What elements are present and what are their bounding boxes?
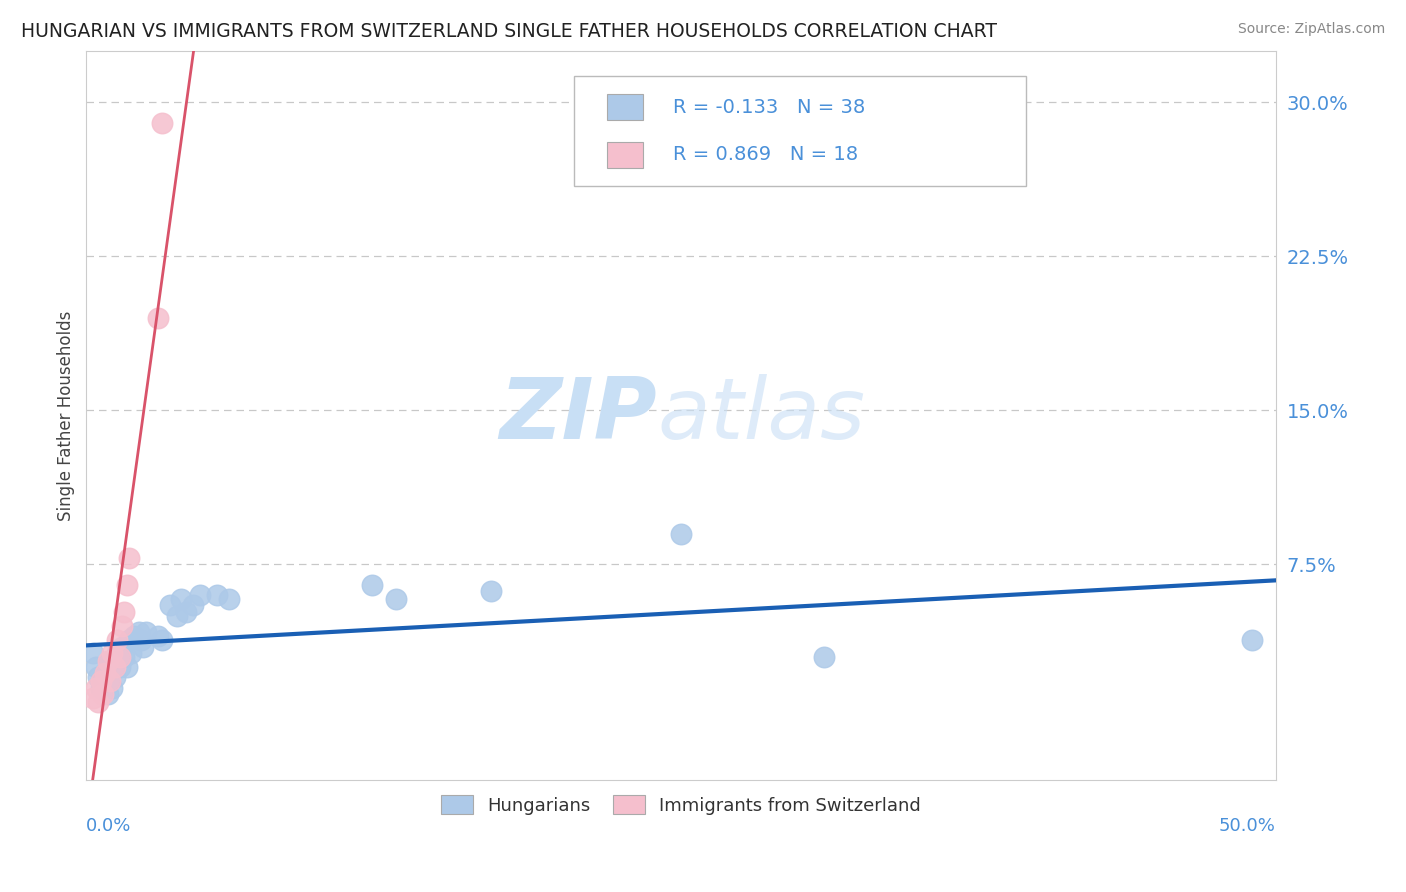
Point [104,670,127,684]
Text: R = 0.869   N = 18: R = 0.869 N = 18 [672,145,858,164]
Point [84,681,107,695]
Point [205,588,228,602]
Point [121,646,143,660]
Point [118,551,141,566]
Point [82,646,104,660]
Text: R = -0.133   N = 38: R = -0.133 N = 38 [672,98,865,117]
Point [122,629,145,643]
Point [129,633,152,648]
Point [190,588,212,602]
Point [170,592,193,607]
Point [104,660,127,674]
Point [159,599,181,613]
Bar [607,95,643,120]
FancyBboxPatch shape [574,76,1026,186]
Point [105,633,128,648]
Point [1240,633,1263,648]
Point [174,605,197,619]
Point [90,681,112,695]
Text: 50.0%: 50.0% [1219,816,1275,835]
Point [115,660,138,674]
Point [112,649,135,664]
Point [112,605,135,619]
Point [101,646,124,660]
Point [360,578,382,592]
Point [105,646,128,660]
Text: Source: ZipAtlas.com: Source: ZipAtlas.com [1237,22,1385,37]
Point [152,633,174,648]
Point [87,670,110,684]
Legend: Hungarians, Immigrants from Switzerland: Hungarians, Immigrants from Switzerland [432,786,931,823]
Point [108,649,131,664]
Point [118,633,141,648]
Point [82,690,104,705]
Point [479,584,502,599]
Point [384,592,406,607]
Point [132,640,155,654]
Text: ZIP: ZIP [499,374,657,457]
Point [91,687,114,701]
Bar [607,142,643,168]
Point [813,649,835,664]
Point [98,674,121,689]
Point [128,625,150,640]
Point [91,674,114,689]
Y-axis label: Single Father Households: Single Father Households [58,310,75,521]
Point [97,654,120,668]
Point [115,578,138,592]
Point [166,608,188,623]
Point [152,115,174,129]
Point [90,674,112,689]
Text: HUNGARIAN VS IMMIGRANTS FROM SWITZERLAND SINGLE FATHER HOUSEHOLDS CORRELATION CH: HUNGARIAN VS IMMIGRANTS FROM SWITZERLAND… [21,22,997,41]
Point [146,629,169,643]
Point [111,619,134,633]
Point [146,310,169,325]
Point [111,640,134,654]
Point [94,666,117,681]
Text: 0.0%: 0.0% [86,816,132,835]
Point [218,592,240,607]
Point [108,660,131,674]
Point [98,654,121,668]
Point [97,687,120,701]
Point [183,599,205,613]
Point [87,695,110,709]
Point [101,681,124,695]
Point [94,666,117,681]
Point [135,625,157,640]
Point [669,526,692,541]
Point [84,660,107,674]
Text: atlas: atlas [657,374,865,457]
